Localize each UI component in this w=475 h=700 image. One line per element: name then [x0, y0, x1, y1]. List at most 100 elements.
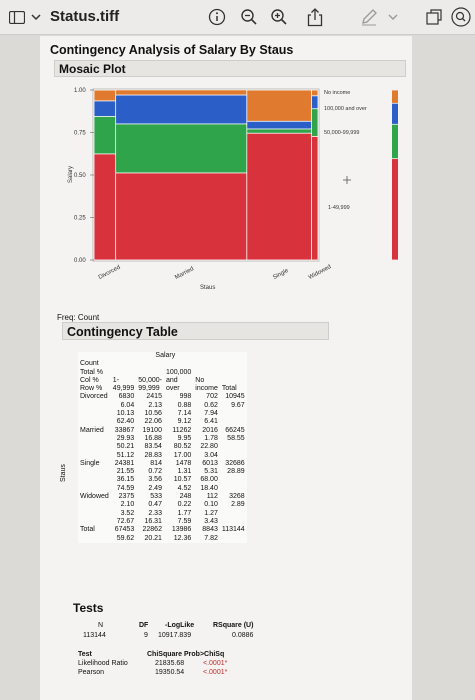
- row-label-single: Single: [80, 459, 100, 467]
- open-window-icon[interactable]: [424, 7, 444, 27]
- table-cell: 11262 9.95 80.52 17.00: [172, 426, 192, 459]
- table-cell: 1478 1.31 10.57 4.52: [173, 459, 192, 492]
- column-total: 13986 12.36: [171, 526, 192, 542]
- table-cell: 19100 16.88 83.54 28.83: [142, 426, 162, 459]
- tests-rsquare-header: RSquare (U): [213, 622, 254, 629]
- mosaic-plot: 0.00 0.25 0.50 0.75 1.00 Salary Divorced Marrie…: [68, 88, 398, 290]
- table-row: Widowed 2375 2.10 3.52 72.67 533 0.47 2.33 16.31…: [78, 493, 247, 526]
- table-row: Divorced 6830 6.04 10.13 62.40 2415 2.13 10.56 2…: [78, 393, 247, 426]
- tests-n-value: 113144: [83, 632, 106, 639]
- x-category-label-divorced: Divorced: [98, 265, 122, 281]
- mosaic-cell-married: [116, 90, 247, 95]
- tests-pearson-chisq: 19350.54: [155, 669, 185, 676]
- y-tick-label: 0.25: [74, 216, 86, 222]
- overall-column-segment: [392, 124, 398, 159]
- column-total: 67453 59.62: [114, 526, 135, 542]
- chevron-down-icon[interactable]: [30, 7, 42, 27]
- table-cell: 6013 5.31 68.00 18.40: [200, 459, 218, 492]
- mosaic-cell-single: [247, 133, 312, 260]
- table-cell: 998 0.88 7.14 9.12: [177, 393, 192, 426]
- mosaic-cell-divorced: [94, 90, 116, 101]
- tests-rsquare-value: 0.0886: [232, 632, 254, 639]
- mosaic-cell-divorced: [94, 116, 116, 154]
- overall-column-segment: [392, 90, 398, 103]
- row-label-divorced: Divorced: [80, 393, 108, 401]
- search-circle-icon[interactable]: [450, 7, 472, 27]
- window-title: Status.tiff: [50, 8, 120, 25]
- sidebar-toggle-icon[interactable]: [8, 7, 26, 27]
- tests-prob-header: Prob>ChiSq: [184, 651, 225, 658]
- legend-100000-over: 100,000 and over: [324, 106, 367, 112]
- zoom-out-icon[interactable]: [238, 7, 260, 27]
- zoom-in-icon[interactable]: [268, 7, 290, 27]
- y-tick-label: 1.00: [74, 88, 86, 94]
- tests-chisq-header: ChiSquare: [147, 651, 183, 658]
- table-row: Single 24381 21.55 36.15 74.59 814 0.72 3.56 2.4…: [78, 460, 247, 493]
- tests-lr-chisq: 21835.68: [155, 660, 185, 667]
- column-total: 8843 7.82: [202, 526, 218, 542]
- salary-header: Salary: [155, 352, 176, 359]
- row-label-married: Married: [80, 426, 104, 434]
- table-cell: 24381 21.55 36.15 74.59: [114, 459, 135, 492]
- mosaic-cell-widowed: [311, 136, 318, 260]
- mosaic-cell-widowed: [311, 90, 318, 96]
- x-category-label-single: Single: [272, 268, 290, 281]
- row-total: 3268 2.89: [229, 493, 245, 509]
- mosaic-cell-single: [247, 129, 312, 133]
- x-axis-label: Staus: [200, 285, 215, 290]
- x-category-label-widowed: Widowed: [308, 264, 333, 281]
- row-label-widowed: Widowed: [80, 493, 109, 501]
- tests-pearson-label: Pearson: [78, 669, 105, 676]
- legend-no-income: No income: [324, 90, 350, 96]
- mosaic-cell-divorced: [94, 154, 116, 260]
- stub-labels: Count Total % Col % Row %: [80, 360, 103, 393]
- contingency-table: Salary Count Total % Col % Row % 1- 49,999 50,0…: [78, 352, 247, 543]
- table-cell: 2415 2.13 10.56 22.06: [144, 393, 162, 426]
- table-row: Married 33867 29.93 50.21 51.12 19100 16.88 83.…: [78, 427, 247, 460]
- mosaic-cell-married: [116, 95, 247, 124]
- report-title: Contingency Analysis of Salary By Staus: [50, 43, 294, 57]
- y-tick-label: 0.75: [74, 131, 86, 137]
- table-cell: 533 0.47 2.33 16.31: [144, 493, 162, 525]
- viewer-toolbar: Status.tiff: [0, 0, 475, 35]
- row-total: 32686 28.89: [225, 459, 245, 476]
- mosaic-cell-married: [116, 124, 247, 173]
- row-total: 10945 9.67: [225, 393, 245, 409]
- mosaic-cell-single: [247, 90, 312, 121]
- freq-label: Freq: Count: [57, 313, 100, 322]
- tests-heading[interactable]: Tests: [73, 601, 104, 615]
- col-header-0: 1- 49,999: [112, 376, 135, 393]
- contingency-table-heading[interactable]: Contingency Table: [62, 322, 329, 340]
- tests-test-header: Test: [78, 651, 92, 658]
- tests-loglike-header: -LogLike: [165, 622, 195, 629]
- info-icon[interactable]: [206, 7, 228, 27]
- tests-df-value: 9: [144, 632, 148, 639]
- col-header-2: 100,000 and over: [165, 368, 192, 393]
- y-axis-label: Salary: [68, 166, 74, 183]
- legend-50000-99999: 50,000-99,999: [324, 130, 359, 136]
- mosaic-plot-heading[interactable]: Mosaic Plot: [54, 60, 406, 77]
- mosaic-cell-single: [247, 121, 312, 129]
- table-cell: 814 0.72 3.56 2.49: [148, 459, 162, 492]
- table-cell: 702 0.62 7.94 6.41: [204, 393, 218, 426]
- legend-1-49999: 1-49,999: [328, 205, 350, 211]
- tests-lr-prob: <.0001*: [203, 660, 228, 667]
- share-icon[interactable]: [304, 7, 326, 27]
- column-total: 22862 20.21: [142, 526, 162, 542]
- tests-lr-label: Likelihood Ratio: [78, 660, 128, 667]
- y-tick-label: 0.00: [74, 258, 86, 264]
- grand-total: 113144: [221, 526, 245, 534]
- row-label-total: Total: [80, 526, 95, 534]
- markup-chevron-icon[interactable]: [386, 7, 400, 27]
- mosaic-cell-widowed: [311, 96, 318, 109]
- total-header-spacer: [220, 352, 247, 360]
- table-cell: 33867 29.93 50.21 51.12: [114, 426, 135, 459]
- table-cell: 112 0.10 1.27 3.43: [204, 493, 218, 525]
- col-header-1: 50,000- 99,999: [138, 376, 162, 393]
- tests-pearson-prob: <.0001*: [203, 669, 228, 676]
- table-cell: 248 0.22 1.77 7.59: [177, 493, 192, 525]
- mosaic-cell-divorced: [94, 101, 116, 117]
- markup-pen-icon[interactable]: [358, 7, 380, 27]
- tests-df-header: DF: [139, 622, 149, 629]
- col-header-3: No income: [195, 376, 218, 393]
